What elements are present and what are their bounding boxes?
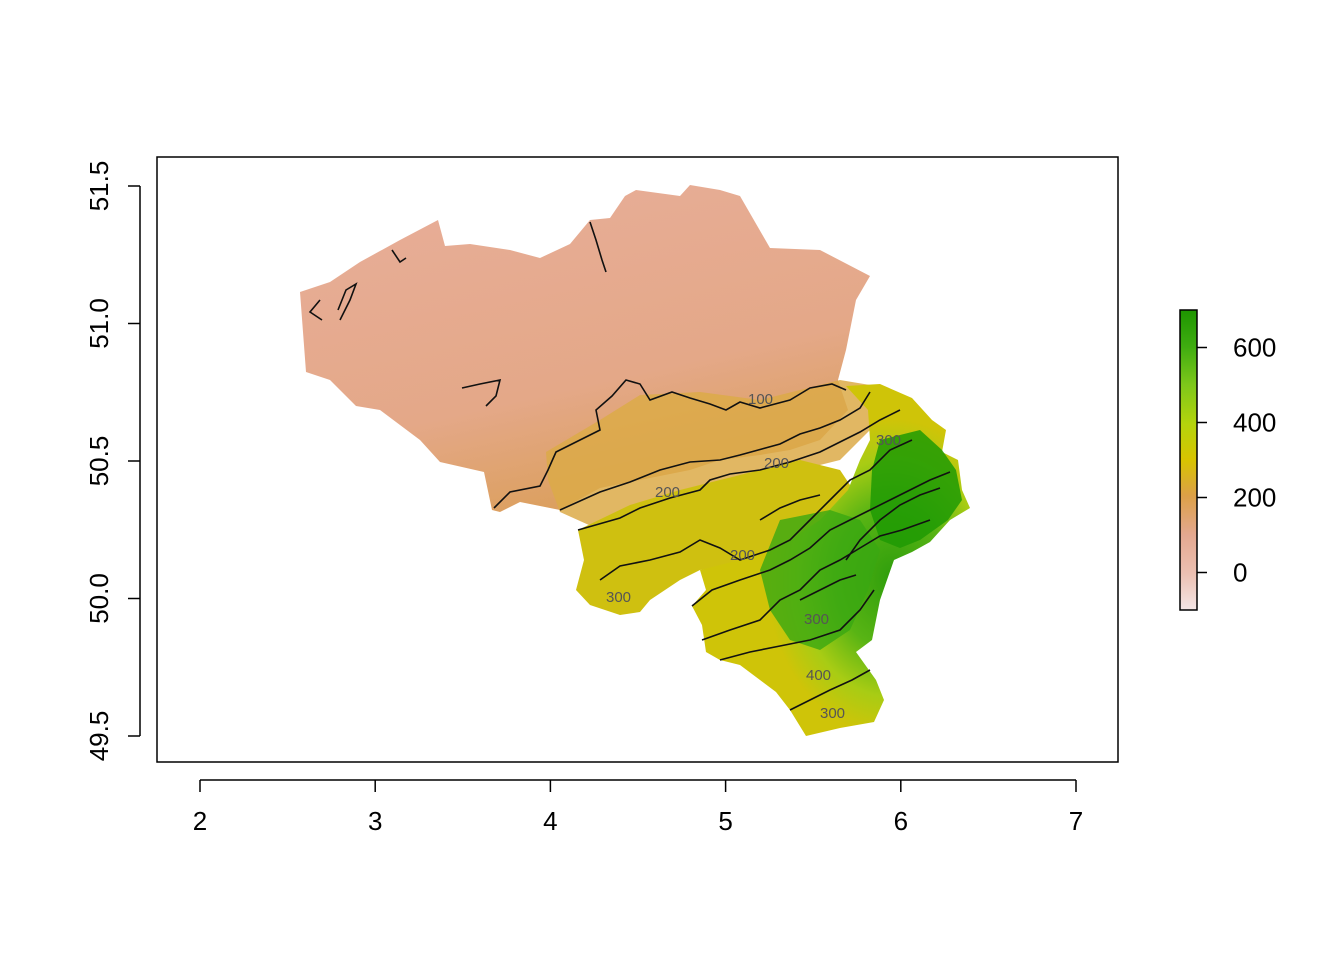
y-axis: 49.5 50.0 50.5 51.0 51.5 bbox=[84, 161, 141, 762]
contour-label: 200 bbox=[655, 484, 680, 501]
contour-label: 300 bbox=[820, 705, 845, 722]
colorbar-tick-label: 200 bbox=[1233, 483, 1276, 513]
x-tick-label: 6 bbox=[894, 806, 908, 836]
contour-label: 200 bbox=[764, 455, 789, 472]
x-tick-label: 4 bbox=[543, 806, 557, 836]
y-tick-label: 51.0 bbox=[84, 298, 114, 349]
colorbar-ticks: 0 200 400 600 bbox=[1197, 333, 1276, 588]
colorbar-tick-label: 0 bbox=[1233, 558, 1247, 588]
map-midland-region bbox=[546, 380, 870, 530]
map-high-plateau-region bbox=[760, 510, 880, 650]
contour-label: 100 bbox=[748, 391, 773, 408]
y-tick-label: 50.5 bbox=[84, 436, 114, 487]
map-condroz-region bbox=[576, 460, 860, 615]
contour-lines bbox=[308, 221, 951, 711]
contour-label: 300 bbox=[606, 589, 631, 606]
x-tick-label: 2 bbox=[193, 806, 207, 836]
colorbar-tick-label: 600 bbox=[1233, 333, 1276, 363]
colorbar-tick-label: 400 bbox=[1233, 408, 1276, 438]
colorbar bbox=[1179, 309, 1198, 611]
contour-label: 300 bbox=[876, 432, 901, 449]
y-tick-label: 51.5 bbox=[84, 161, 114, 212]
x-tick-label: 3 bbox=[368, 806, 382, 836]
plot-frame bbox=[156, 156, 1119, 763]
contour-label: 300 bbox=[804, 611, 829, 628]
map-high-fens-region bbox=[870, 430, 962, 548]
y-tick-label: 50.0 bbox=[84, 573, 114, 624]
x-tick-label: 5 bbox=[718, 806, 732, 836]
x-tick-label: 7 bbox=[1069, 806, 1083, 836]
y-tick-label: 49.5 bbox=[84, 711, 114, 762]
contour-label: 200 bbox=[730, 547, 755, 564]
contour-label: 400 bbox=[806, 667, 831, 684]
x-axis: 2 3 4 5 6 7 bbox=[193, 779, 1083, 836]
